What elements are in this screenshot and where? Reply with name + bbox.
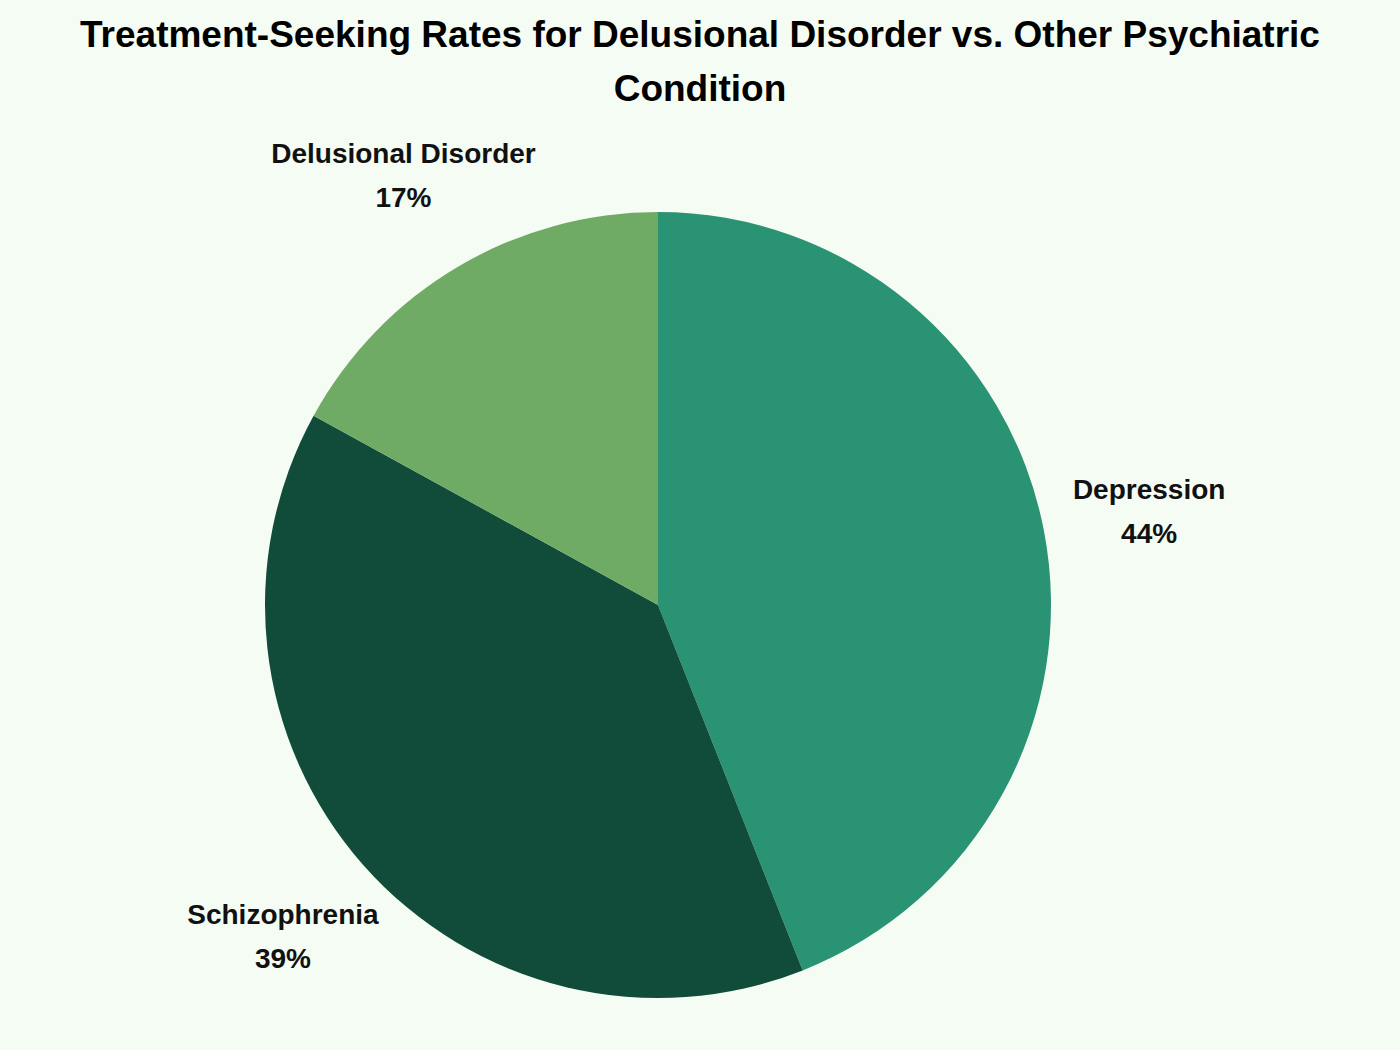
html-text:Treatment-Seeking Rates for De: Treatment-Seeking Rates for Delusional D…: [80, 14, 1320, 109]
svg-text:Schizophrenia39%: Schizophrenia39%: [187, 899, 379, 974]
svg-text:Depression44%: Depression44%: [1073, 474, 1226, 549]
svg-text:Delusional Disorder17%: Delusional Disorder17%: [271, 138, 536, 213]
